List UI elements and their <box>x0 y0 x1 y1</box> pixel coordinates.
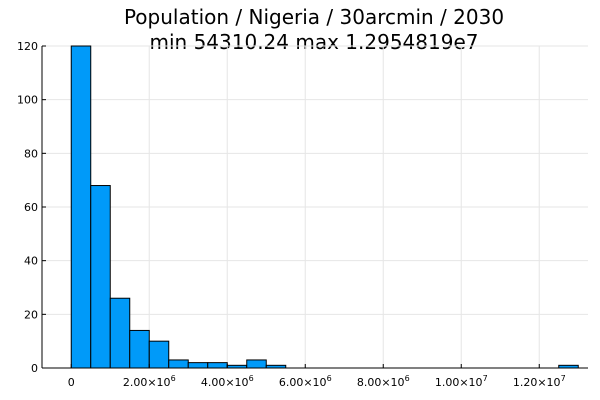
y-tick-label-6: 120 <box>17 40 38 53</box>
histogram-bar-1 <box>90 185 111 369</box>
x-tick-label-4: 8.00×106 <box>357 374 410 389</box>
x-tick-label-0: 0 <box>68 376 75 389</box>
histogram-bar-7 <box>207 362 228 369</box>
x-tick-label-1: 2.00×106 <box>123 374 176 389</box>
histogram-bar-2 <box>109 297 131 369</box>
x-tick-label-6: 1.20×107 <box>513 374 566 389</box>
chart-title-line-1: Population / Nigeria / 30arcmin / 2030 <box>124 5 504 29</box>
histogram-bar-0 <box>70 45 92 369</box>
x-tick-label-2: 4.00×106 <box>201 374 254 389</box>
histogram-bar-9 <box>246 359 267 369</box>
y-tick-label-3: 60 <box>24 201 38 214</box>
y-tick-label-1: 20 <box>24 308 38 321</box>
y-tick-label-2: 40 <box>24 255 38 268</box>
y-tick-label-5: 100 <box>17 94 38 107</box>
histogram-bar-5 <box>168 359 189 369</box>
x-tick-label-3: 6.00×106 <box>279 374 332 389</box>
y-tick-label-4: 80 <box>24 147 38 160</box>
histogram-bar-3 <box>129 329 150 369</box>
x-tick-labels: 0 2.00×106 4.00×106 6.00×106 8.00×106 1.00×10… <box>68 364 566 389</box>
histogram-bar-6 <box>187 362 209 369</box>
chart-title-line-2: min 54310.24 max 1.2954819e7 <box>150 30 479 54</box>
x-tick-label-5: 1.00×107 <box>435 374 488 389</box>
y-tick-label-0: 0 <box>31 362 38 375</box>
histogram-bar-4 <box>148 340 170 369</box>
grid-lines <box>42 45 588 369</box>
y-tick-labels: 0 20 40 60 80 100 120 <box>17 40 46 375</box>
